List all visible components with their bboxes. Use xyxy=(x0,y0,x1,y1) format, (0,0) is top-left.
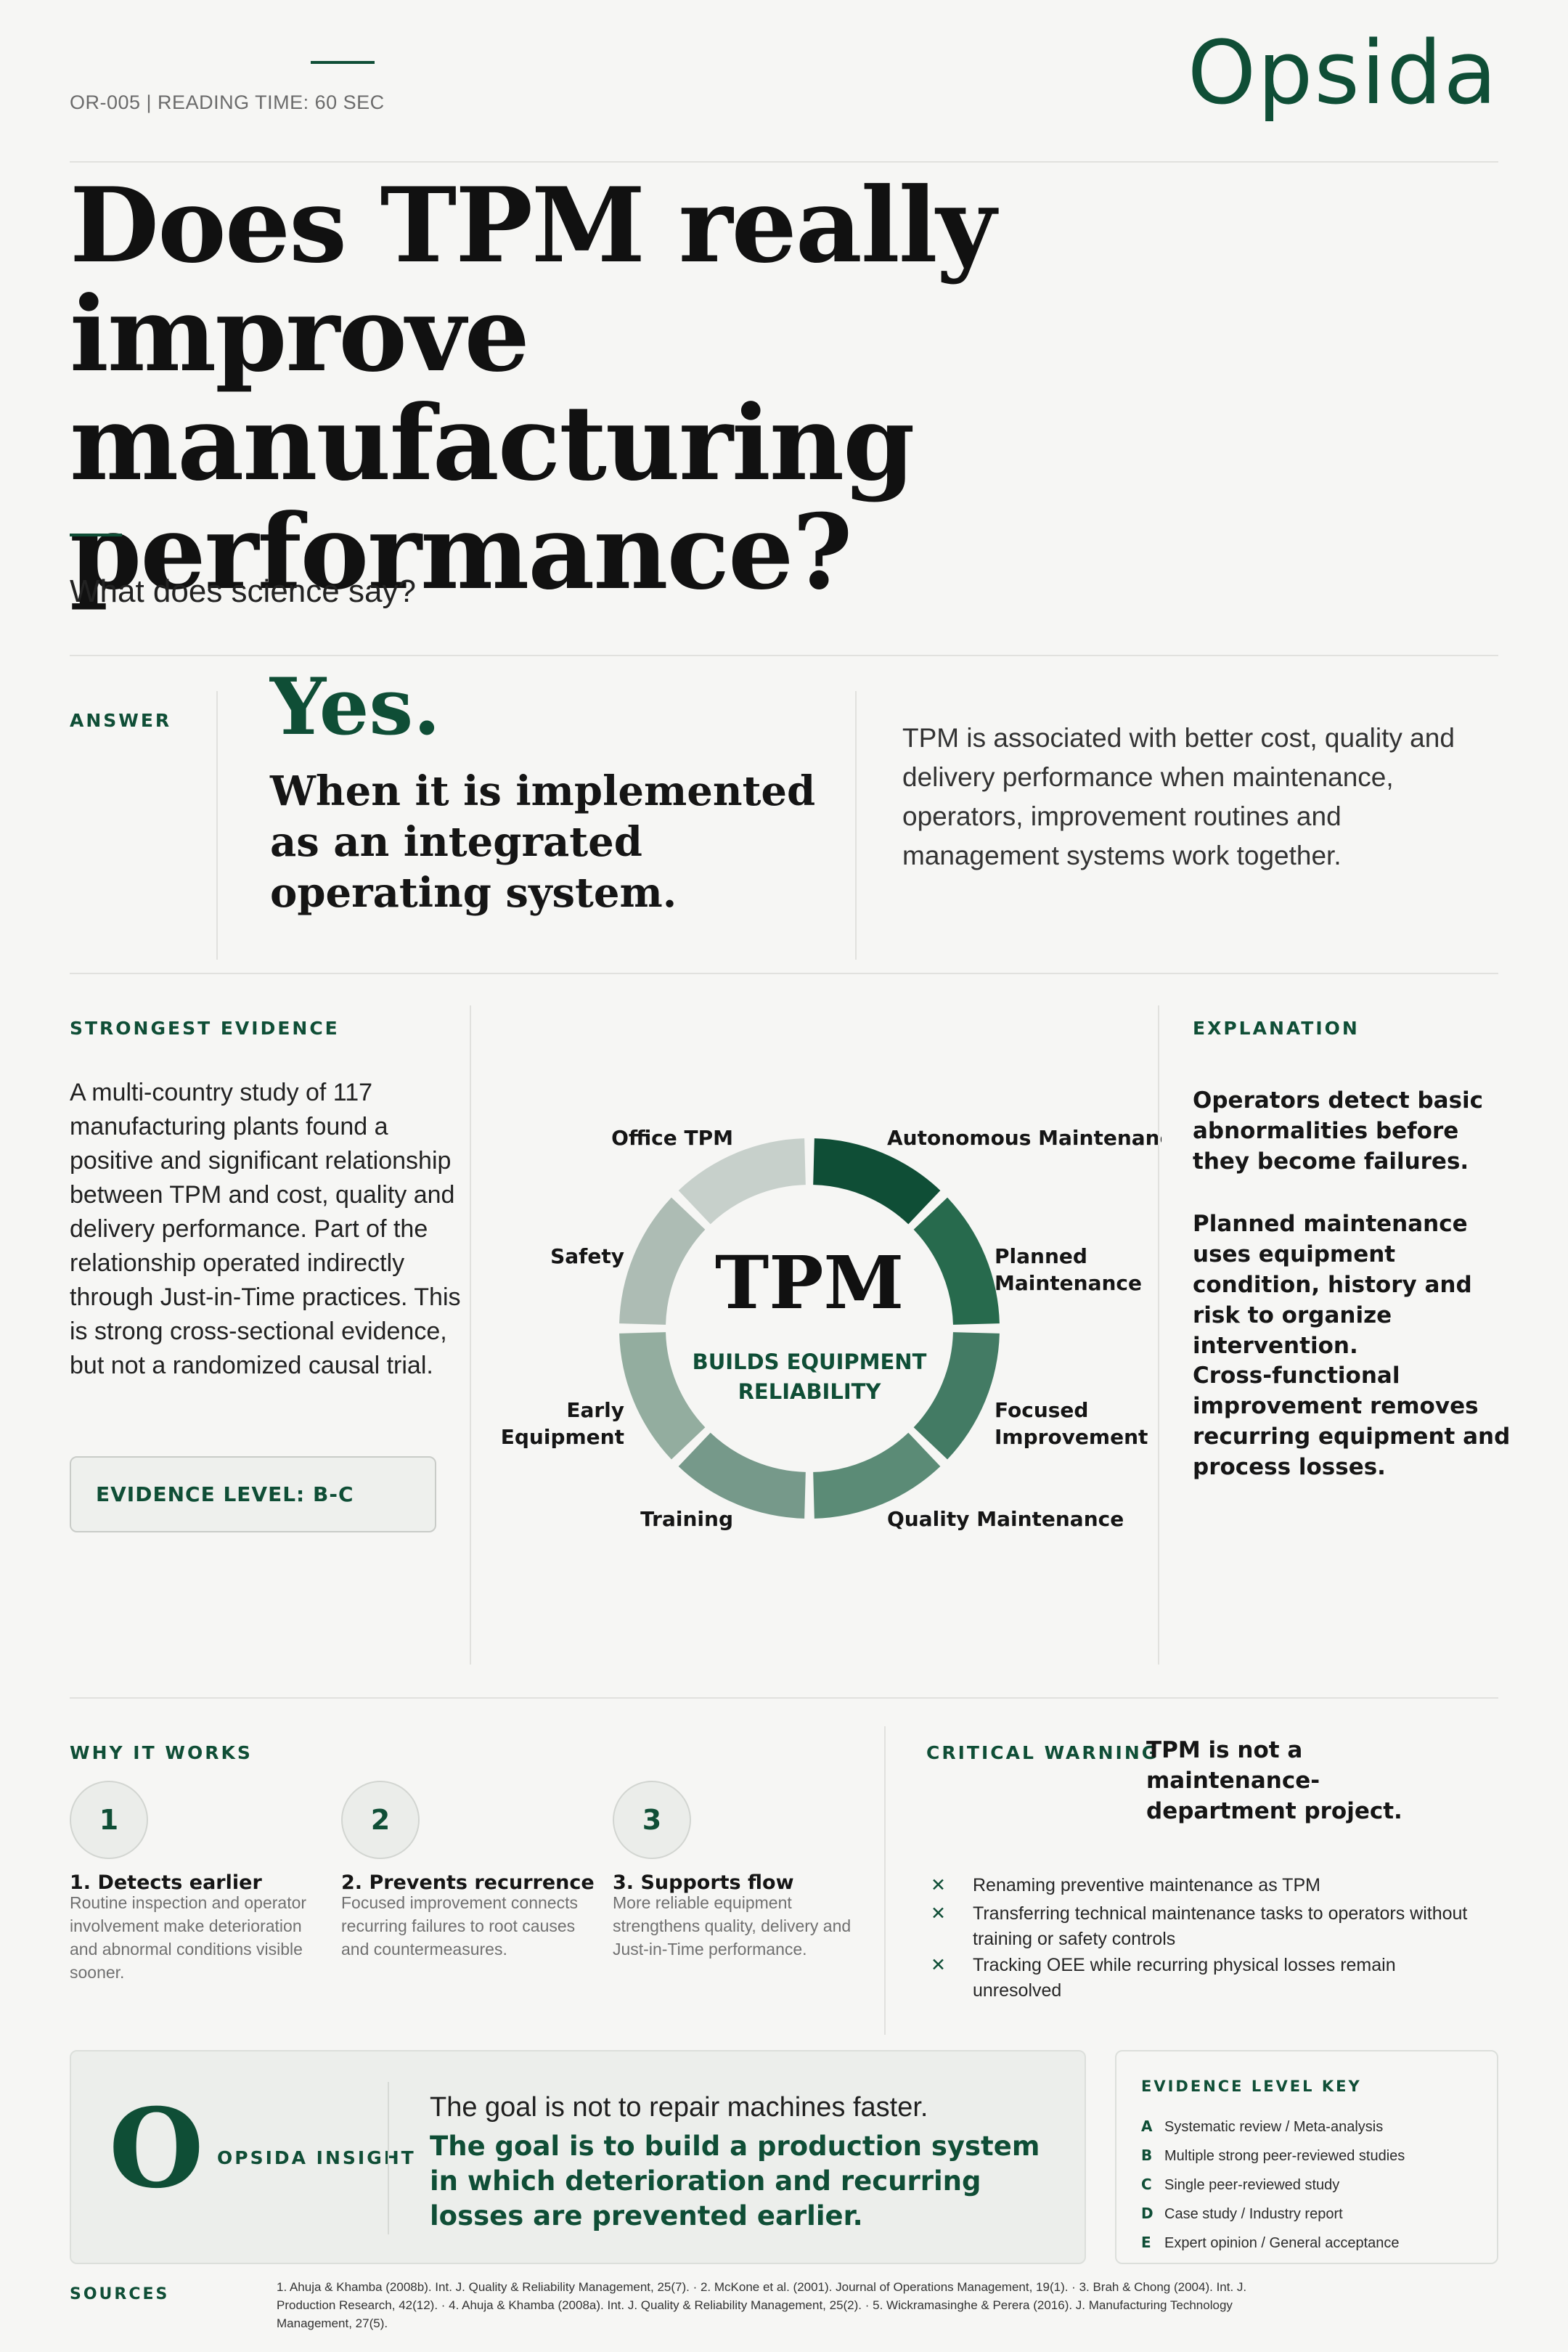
evidence-key-row: A Systematic review / Meta-analysis xyxy=(1141,2118,1383,2136)
pillar-label: Planned Maintenance xyxy=(995,1244,1142,1295)
pillar-segment xyxy=(678,1432,806,1519)
diagram-center-subtitle-line1: BUILDS EQUIPMENT xyxy=(693,1349,927,1374)
cross-icon: ✕ xyxy=(931,1903,946,1924)
answer-headline: When it is implemented as an integrated … xyxy=(270,767,816,917)
cross-icon: ✕ xyxy=(931,1875,946,1895)
step-title: 3. Supports flow xyxy=(613,1871,794,1894)
key-letter: C xyxy=(1141,2176,1152,2193)
evidence-key-row: C Single peer-reviewed study xyxy=(1141,2176,1339,2194)
warning-item-text: Transferring technical maintenance tasks… xyxy=(973,1903,1468,1949)
insight-line-1: The goal is not to repair machines faste… xyxy=(430,2092,928,2123)
divider-vertical xyxy=(388,2082,389,2234)
divider-vertical xyxy=(1158,1005,1159,1665)
insight-line-2: The goal is to build a production system… xyxy=(430,2131,1040,2231)
warning-item: ✕ Transferring technical maintenance tas… xyxy=(931,1901,1468,1952)
divider-vertical xyxy=(216,691,218,960)
step-number-badge: 1 xyxy=(70,1781,148,1859)
warning-item: ✕ Renaming preventive maintenance as TPM xyxy=(931,1873,1468,1898)
page-title: Does TPM really improve manufacturing pe… xyxy=(70,166,996,613)
pillar-segment xyxy=(813,1432,941,1519)
warning-item: ✕ Tracking OEE while recurring physical … xyxy=(931,1953,1468,2004)
pillar-label: Training xyxy=(640,1507,733,1531)
step-title: 2. Prevents recurrence xyxy=(341,1871,595,1894)
warning-item-text: Tracking OEE while recurring physical lo… xyxy=(973,1955,1396,2001)
key-text: Single peer-reviewed study xyxy=(1164,2177,1340,2193)
why-it-works-label: WHY IT WORKS xyxy=(70,1742,253,1763)
divider xyxy=(70,1697,1498,1699)
sources-text: 1. Ahuja & Khamba (2008b). Int. J. Quali… xyxy=(277,2280,1247,2330)
step-text: Focused improvement connects recurring f… xyxy=(341,1893,578,1959)
pillar-segment xyxy=(913,1332,1000,1460)
step-number-badge: 3 xyxy=(613,1781,691,1859)
step-number-badge: 2 xyxy=(341,1781,420,1859)
key-letter: A xyxy=(1141,2118,1153,2135)
evidence-key-row: E Expert opinion / General acceptance xyxy=(1141,2234,1400,2252)
pillar-label: Autonomous Maintenance xyxy=(887,1126,1161,1150)
pillar-label: Focused Improvement xyxy=(995,1398,1148,1449)
title-accent-bar xyxy=(70,534,122,536)
divider-vertical xyxy=(884,1726,886,2035)
key-letter: E xyxy=(1141,2234,1151,2251)
pillar-segment xyxy=(678,1138,806,1225)
page-subtitle: What does science say? xyxy=(70,573,416,609)
divider-vertical xyxy=(470,1005,471,1665)
key-letter: D xyxy=(1141,2205,1153,2222)
evidence-level-text: EVIDENCE LEVEL: B-C xyxy=(96,1482,354,1506)
critical-warning-label: CRITICAL WARNING xyxy=(926,1742,1159,1763)
key-text: Multiple strong peer-reviewed studies xyxy=(1164,2148,1405,2164)
answer-body: TPM is associated with better cost, qual… xyxy=(902,723,1455,870)
pillar-label: Office TPM xyxy=(611,1126,733,1150)
answer-label: ANSWER xyxy=(70,710,172,731)
pillar-label: Quality Maintenance xyxy=(887,1507,1124,1531)
pillar-label: Early Equipment xyxy=(501,1398,624,1449)
explanation-item: Planned maintenance uses equipment condi… xyxy=(1193,1211,1472,1359)
evidence-label: STRONGEST EVIDENCE xyxy=(70,1018,340,1039)
divider xyxy=(70,655,1498,656)
cross-icon: ✕ xyxy=(931,1955,946,1975)
opsida-logo: Opsida xyxy=(1187,23,1498,124)
evidence-key-card xyxy=(1115,2050,1498,2264)
diagram-center-title: TPM xyxy=(715,1240,904,1326)
explanation-item: Cross-functional improvement removes rec… xyxy=(1193,1363,1511,1480)
key-letter: B xyxy=(1141,2147,1153,2164)
step-text: Routine inspection and operator involvem… xyxy=(70,1893,307,1982)
insight-card xyxy=(70,2050,1086,2264)
header-accent-bar xyxy=(311,61,375,64)
pillar-label: Safety xyxy=(550,1244,624,1268)
warning-headline: TPM is not a maintenance-department proj… xyxy=(1146,1737,1402,1824)
pillar-segment xyxy=(913,1197,1000,1325)
diagram-center-subtitle-line2: RELIABILITY xyxy=(738,1379,882,1404)
divider xyxy=(70,161,1498,163)
opsida-mark: O xyxy=(109,2085,204,2213)
tpm-pillar-diagram: Autonomous Maintenance Planned Maintenance… xyxy=(501,1126,1161,1531)
evidence-text: A multi-country study of 117 manufacturi… xyxy=(70,1079,461,1379)
pillar-segment xyxy=(619,1197,706,1325)
pillar-segment xyxy=(813,1138,941,1225)
evidence-key-row: B Multiple strong peer-reviewed studies xyxy=(1141,2147,1405,2165)
answer-verdict: Yes. xyxy=(270,661,441,753)
divider xyxy=(70,973,1498,974)
sources-label: SOURCES xyxy=(70,2285,170,2303)
insight-label: OPSIDA INSIGHT xyxy=(217,2147,416,2168)
report-meta: OR-005 | READING TIME: 60 SEC xyxy=(70,91,385,113)
step-text: More reliable equipment strengthens qual… xyxy=(613,1893,852,1959)
evidence-key-row: D Case study / Industry report xyxy=(1141,2205,1343,2223)
explanation-item: Operators detect basic abnormalities bef… xyxy=(1193,1087,1484,1175)
evidence-level-badge: EVIDENCE LEVEL: B-C xyxy=(70,1456,436,1532)
step-title: 1. Detects earlier xyxy=(70,1871,262,1894)
pillar-segment xyxy=(619,1332,706,1460)
divider-vertical xyxy=(855,691,857,960)
explanation-label: EXPLANATION xyxy=(1193,1018,1360,1039)
key-text: Case study / Industry report xyxy=(1164,2206,1343,2222)
key-text: Expert opinion / General acceptance xyxy=(1164,2235,1400,2251)
warning-item-text: Renaming preventive maintenance as TPM xyxy=(973,1875,1320,1895)
key-text: Systematic review / Meta-analysis xyxy=(1164,2119,1384,2135)
evidence-key-label: EVIDENCE LEVEL KEY xyxy=(1141,2078,1362,2095)
